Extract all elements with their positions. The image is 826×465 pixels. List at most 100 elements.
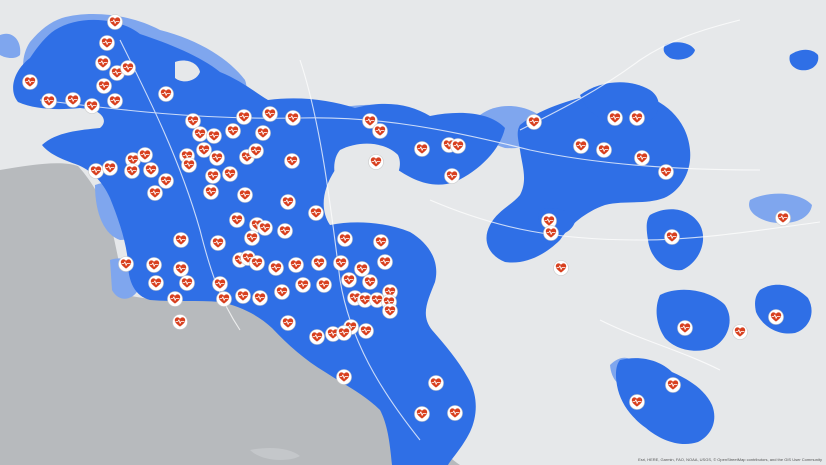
heart-ekg-icon[interactable] [447, 405, 463, 421]
heart-ekg-icon[interactable] [428, 375, 444, 391]
heart-ekg-icon[interactable] [124, 163, 140, 179]
heart-ekg-icon[interactable] [284, 153, 300, 169]
heart-ekg-icon[interactable] [285, 110, 301, 126]
heart-ekg-icon[interactable] [65, 92, 81, 108]
heart-ekg-icon[interactable] [665, 377, 681, 393]
heart-ekg-icon[interactable] [192, 126, 208, 142]
heart-ekg-icon[interactable] [95, 55, 111, 71]
heart-ekg-icon[interactable] [225, 123, 241, 139]
heart-ekg-icon[interactable] [280, 194, 296, 210]
heart-ekg-icon[interactable] [573, 138, 589, 154]
heart-ekg-icon[interactable] [526, 114, 542, 130]
heart-ekg-icon[interactable] [280, 315, 296, 331]
heart-ekg-icon[interactable] [173, 261, 189, 277]
heart-ekg-icon[interactable] [229, 212, 245, 228]
heart-ekg-icon[interactable] [107, 14, 123, 30]
heart-ekg-icon[interactable] [316, 277, 332, 293]
heart-ekg-icon[interactable] [146, 257, 162, 273]
heart-ekg-icon[interactable] [172, 314, 188, 330]
heart-ekg-icon[interactable] [336, 325, 352, 341]
heart-ekg-icon[interactable] [248, 143, 264, 159]
heart-ekg-icon[interactable] [337, 231, 353, 247]
heart-ekg-icon[interactable] [629, 110, 645, 126]
heart-ekg-icon[interactable] [775, 210, 791, 226]
heart-ekg-icon[interactable] [372, 123, 388, 139]
heart-ekg-icon[interactable] [216, 291, 232, 307]
heart-ekg-icon[interactable] [658, 164, 674, 180]
heart-ekg-icon[interactable] [118, 256, 134, 272]
heart-ekg-icon[interactable] [373, 234, 389, 250]
heart-ekg-icon[interactable] [137, 147, 153, 163]
heart-ekg-icon[interactable] [84, 98, 100, 114]
heart-ekg-icon[interactable] [336, 369, 352, 385]
heart-ekg-icon[interactable] [368, 154, 384, 170]
heart-ekg-icon[interactable] [277, 223, 293, 239]
heart-ekg-icon[interactable] [354, 261, 370, 277]
heart-ekg-icon[interactable] [244, 230, 260, 246]
heart-ekg-icon[interactable] [768, 309, 784, 325]
heart-ekg-icon[interactable] [341, 272, 357, 288]
heart-ekg-icon[interactable] [158, 86, 174, 102]
heart-ekg-icon[interactable] [311, 255, 327, 271]
heart-ekg-icon[interactable] [358, 323, 374, 339]
heart-ekg-icon[interactable] [22, 74, 38, 90]
heart-ekg-icon[interactable] [210, 235, 226, 251]
heart-ekg-icon[interactable] [414, 141, 430, 157]
heart-ekg-icon[interactable] [206, 128, 222, 144]
heart-ekg-icon[interactable] [362, 274, 378, 290]
heart-ekg-icon[interactable] [185, 113, 201, 129]
heart-ekg-icon[interactable] [179, 275, 195, 291]
heart-ekg-icon[interactable] [274, 284, 290, 300]
heart-ekg-icon[interactable] [173, 232, 189, 248]
heart-ekg-icon[interactable] [333, 255, 349, 271]
heart-ekg-icon[interactable] [732, 324, 748, 340]
heart-ekg-icon[interactable] [196, 142, 212, 158]
heart-ekg-icon[interactable] [203, 184, 219, 200]
heart-ekg-icon[interactable] [382, 303, 398, 319]
heart-ekg-icon[interactable] [309, 329, 325, 345]
heart-ekg-icon[interactable] [255, 125, 271, 141]
heart-ekg-icon[interactable] [553, 260, 569, 276]
heart-ekg-icon[interactable] [262, 106, 278, 122]
heart-ekg-icon[interactable] [222, 166, 238, 182]
heart-ekg-icon[interactable] [237, 187, 253, 203]
heart-ekg-icon[interactable] [158, 173, 174, 189]
heart-ekg-icon[interactable] [181, 157, 197, 173]
heart-ekg-icon[interactable] [377, 254, 393, 270]
heart-ekg-icon[interactable] [96, 78, 112, 94]
heart-ekg-icon[interactable] [629, 394, 645, 410]
heart-ekg-icon[interactable] [664, 229, 680, 245]
heart-ekg-icon[interactable] [252, 290, 268, 306]
heart-ekg-icon[interactable] [120, 60, 136, 76]
heart-ekg-icon[interactable] [167, 291, 183, 307]
heart-ekg-icon[interactable] [677, 320, 693, 336]
heart-ekg-icon[interactable] [288, 257, 304, 273]
heart-ekg-icon[interactable] [99, 35, 115, 51]
heart-ekg-icon[interactable] [107, 93, 123, 109]
heart-ekg-icon[interactable] [41, 93, 57, 109]
heart-ekg-icon[interactable] [212, 276, 228, 292]
heart-ekg-icon[interactable] [450, 138, 466, 154]
heart-ekg-icon[interactable] [205, 168, 221, 184]
heart-ekg-icon[interactable] [295, 277, 311, 293]
heart-ekg-icon[interactable] [102, 160, 118, 176]
heart-ekg-icon[interactable] [414, 406, 430, 422]
heart-ekg-icon[interactable] [249, 255, 265, 271]
heart-ekg-icon[interactable] [148, 275, 164, 291]
heart-ekg-icon[interactable] [607, 110, 623, 126]
heart-ekg-icon[interactable] [543, 225, 559, 241]
heart-ekg-icon[interactable] [444, 168, 460, 184]
heart-ekg-icon[interactable] [308, 205, 324, 221]
heart-ekg-icon[interactable] [257, 220, 273, 236]
heart-ekg-icon[interactable] [147, 185, 163, 201]
heart-ekg-icon[interactable] [596, 142, 612, 158]
heart-ekg-icon[interactable] [236, 109, 252, 125]
heart-ekg-icon[interactable] [143, 162, 159, 178]
heart-ekg-icon[interactable] [235, 288, 251, 304]
heart-ekg-icon[interactable] [209, 150, 225, 166]
heart-ekg-icon[interactable] [268, 260, 284, 276]
heart-ekg-icon[interactable] [88, 163, 104, 179]
heart-ekg-icon[interactable] [634, 150, 650, 166]
